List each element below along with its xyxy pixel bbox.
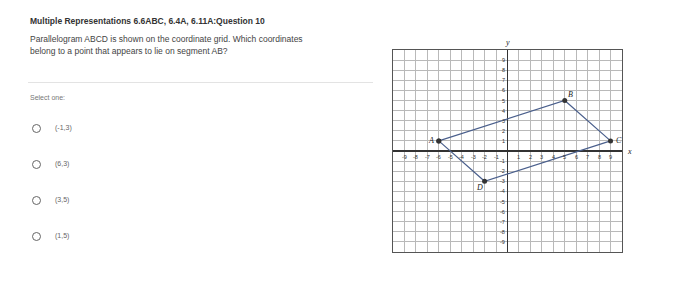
svg-text:8: 8 <box>502 67 505 73</box>
svg-text:-7: -7 <box>425 154 430 160</box>
svg-text:D: D <box>476 183 483 192</box>
svg-text:B: B <box>568 90 573 99</box>
svg-text:-6: -6 <box>500 209 505 215</box>
svg-text:A: A <box>428 136 434 145</box>
html-text:(-1,3): (-1,3) <box>55 124 72 131</box>
svg-text:x: x <box>627 147 632 156</box>
svg-text:3: 3 <box>502 118 505 124</box>
html-text:Select one:: Select one: <box>30 94 65 101</box>
svg-text:9: 9 <box>609 154 612 160</box>
svg-text:-9: -9 <box>402 154 407 160</box>
svg-text:-8: -8 <box>500 229 505 235</box>
svg-text:-2: -2 <box>482 154 487 160</box>
svg-text:9: 9 <box>502 57 505 63</box>
html-text:(1,5): (1,5) <box>55 232 70 239</box>
svg-text:3: 3 <box>540 154 543 160</box>
svg-text:-1: -1 <box>500 158 505 164</box>
svg-text:5: 5 <box>502 98 505 104</box>
html-text:(6,3): (6,3) <box>55 160 70 167</box>
svg-text:-5: -5 <box>448 154 453 160</box>
svg-text:-5: -5 <box>500 199 505 205</box>
svg-text:-8: -8 <box>413 154 418 160</box>
svg-text:-3: -3 <box>471 154 476 160</box>
svg-text:5: 5 <box>563 154 566 160</box>
svg-text:-2: -2 <box>500 168 505 174</box>
svg-text:8: 8 <box>598 154 601 160</box>
svg-text:-3: -3 <box>500 178 505 184</box>
svg-text:-4: -4 <box>459 154 464 160</box>
svg-text:1: 1 <box>502 138 505 144</box>
html-text:(3,5): (3,5) <box>55 196 70 203</box>
svg-text:4: 4 <box>502 108 505 114</box>
svg-text:7: 7 <box>502 77 505 83</box>
svg-text:y: y <box>505 38 510 47</box>
svg-text:6: 6 <box>502 87 505 93</box>
svg-text:C: C <box>616 136 622 145</box>
svg-text:6: 6 <box>575 154 578 160</box>
svg-text:7: 7 <box>586 154 589 160</box>
svg-text:-9: -9 <box>500 239 505 245</box>
svg-text:-1: -1 <box>494 154 499 160</box>
svg-text:1: 1 <box>517 154 520 160</box>
svg-text:-4: -4 <box>500 188 505 194</box>
svg-text:2: 2 <box>529 154 532 160</box>
html-text:Multiple Representations 6.6AB: Multiple Representations 6.6ABC, 6.4A, 6… <box>30 16 265 26</box>
svg-text:4: 4 <box>552 154 555 160</box>
svg-text:-7: -7 <box>500 219 505 225</box>
html-text:Parallelogram ABCD is shown on: Parallelogram ABCD is shown on the coord… <box>30 34 303 56</box>
svg-text:-6: -6 <box>436 154 441 160</box>
svg-text:2: 2 <box>502 128 505 134</box>
